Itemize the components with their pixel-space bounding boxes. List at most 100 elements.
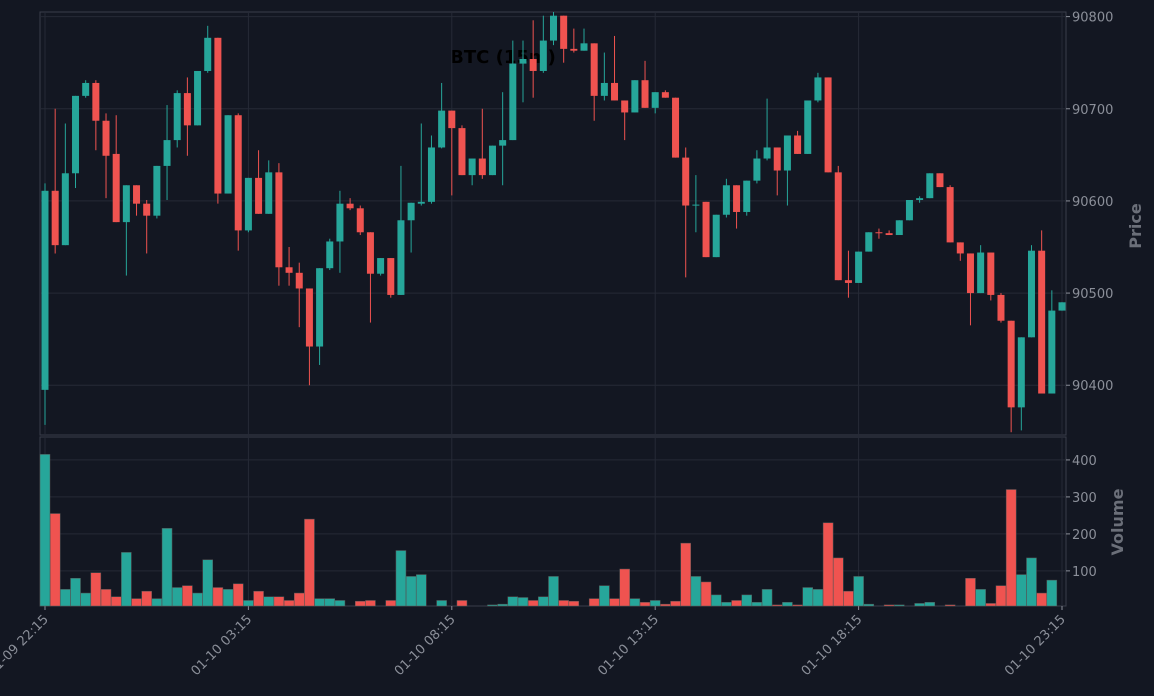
candle-body [712,214,720,258]
candle-body [763,147,771,159]
candle-body [407,202,415,221]
volume-bar [385,600,397,607]
candle-body [163,140,171,166]
y-tick-label: 90500 [1072,287,1113,302]
volume-bar [395,550,407,607]
candle-body [143,203,151,216]
candle-body [977,252,985,294]
candle-body [611,82,619,101]
volume-bar [222,589,234,607]
volume-bar [161,528,173,607]
volume-bar [761,589,773,607]
volume-bar [497,603,508,607]
candle-body [326,241,334,269]
volume-bar [49,513,61,607]
candle-body [733,185,741,212]
volume-bar [568,600,580,607]
volume-bar [253,590,264,607]
y-axis-label: Price [1126,203,1145,249]
candle-body [509,63,517,141]
candle-body [621,100,629,113]
x-tick-label: 01-10 18:15 [799,612,866,679]
volume-bar [507,596,519,607]
volume-bar [883,604,895,607]
candle-body [794,135,802,154]
volume-bar [822,522,834,607]
candle-body [234,115,242,231]
chart-title: BTC (15m) [450,47,556,68]
volume-bar [314,598,325,607]
volume-bar [243,600,254,607]
volume-bar [294,592,305,607]
volume-bar [782,602,793,607]
candle-body [214,37,222,194]
candle-body [112,153,120,223]
volume-bar [405,576,417,607]
volume-bar [416,574,427,607]
candle-body [387,258,395,295]
candle-body [570,48,578,51]
x-tick-label: 01-10 13:15 [595,612,662,679]
candle-body [295,272,303,289]
candle-body [224,115,232,194]
candle-body [865,232,873,252]
volume-bar [975,589,986,607]
candle-body [560,15,568,49]
candle-body [377,258,385,274]
volume-bar [171,587,183,607]
candle-body [488,145,496,176]
candle-body [41,190,49,390]
candle-body [204,37,212,71]
volume-bar [90,572,102,607]
volume-bar [1026,557,1037,607]
candle-body [366,232,374,274]
volume-bar [304,518,315,607]
volume-bar [670,600,681,607]
candle-body [133,185,141,204]
candle-body [682,157,690,206]
volume-bar [802,587,813,607]
volume-bar [680,542,691,607]
volume-bar [853,576,864,607]
volume-bar [212,587,224,607]
volume-bar [1046,579,1058,607]
volume-bar [456,600,468,607]
candle-body [1007,320,1015,408]
candle-body [285,267,293,273]
volume-bar [700,581,712,607]
candle-body [1027,250,1035,338]
candle-body [438,110,446,148]
candle-body [631,80,639,113]
candle-body [550,15,557,41]
candle-body [956,242,964,254]
candle-body [153,165,161,216]
volume-bar [1036,592,1047,607]
candle-body [255,177,263,214]
candle-body [499,140,507,146]
volume-bar [924,602,936,607]
volume-bar [365,600,376,607]
volume-bar [985,603,997,607]
candle-body [1058,302,1066,311]
volume-bar [324,598,336,607]
candle-body [92,82,100,121]
volume-bar [639,602,651,607]
candle-body [173,93,181,141]
candle-body [702,201,710,258]
candle-body [122,185,130,223]
candle-body [336,203,344,242]
candle-body [987,252,995,295]
volume-bar [151,598,163,607]
volume-bar [100,589,112,607]
volume-bar [965,578,976,607]
volume-bar [436,600,447,607]
y2-tick-label: 200 [1072,528,1097,543]
volume-bar [721,602,732,607]
volume-bar [548,576,559,607]
candle-body [936,173,944,188]
volume-bar [141,590,152,607]
x-tick-label: 01-09 22:15 [0,612,52,679]
volume-bar [283,600,295,607]
candle-body [641,80,649,108]
